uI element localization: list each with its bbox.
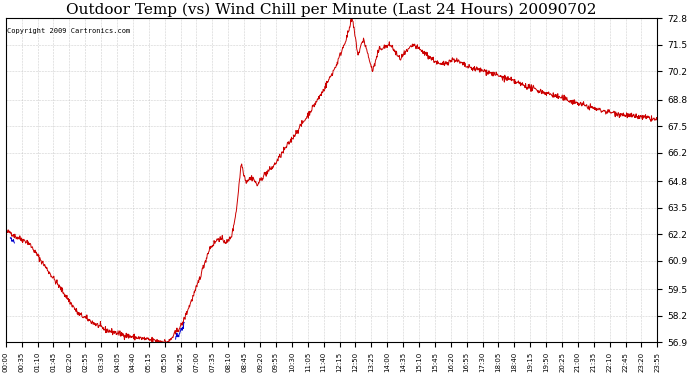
Text: Copyright 2009 Cartronics.com: Copyright 2009 Cartronics.com [7, 28, 130, 34]
Title: Outdoor Temp (vs) Wind Chill per Minute (Last 24 Hours) 20090702: Outdoor Temp (vs) Wind Chill per Minute … [66, 3, 597, 17]
